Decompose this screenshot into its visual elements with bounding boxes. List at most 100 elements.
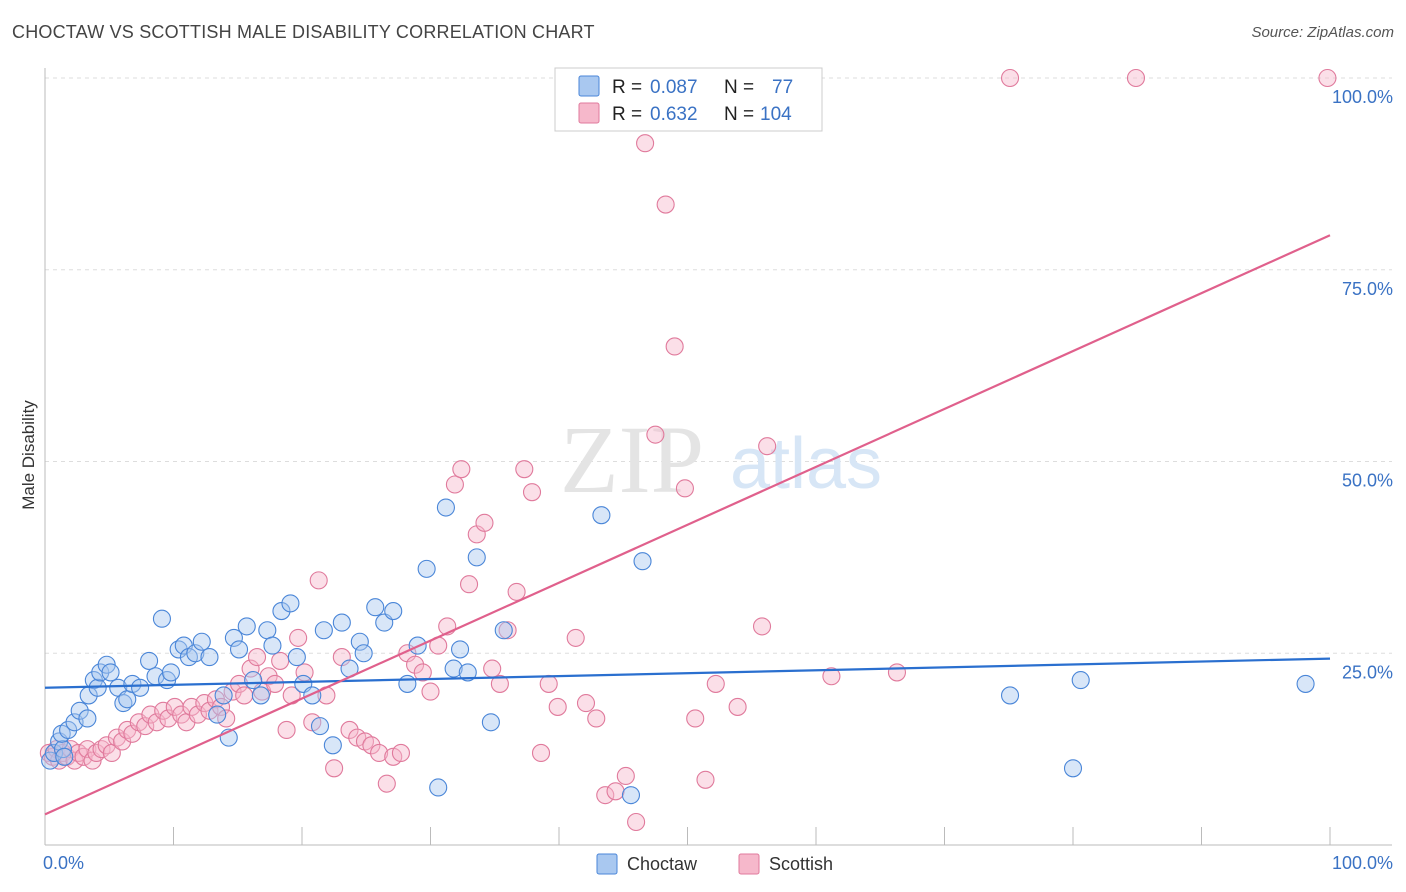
choctaw-trend-line — [44, 657, 1331, 689]
legend-n-scottish: 104 — [760, 104, 792, 125]
scottish-point — [515, 460, 534, 479]
scottish-point — [1126, 68, 1146, 88]
choctaw-point — [366, 598, 385, 617]
scottish-point — [686, 709, 705, 728]
scottish-point — [596, 786, 615, 805]
legend-label-choctaw: Choctaw — [627, 854, 698, 874]
choctaw-point — [314, 621, 333, 640]
scottish-point — [188, 705, 207, 724]
scottish-point — [452, 460, 471, 479]
scottish-point — [113, 732, 132, 751]
scottish-point — [522, 483, 542, 502]
choctaw-point — [310, 717, 330, 736]
scottish-point — [377, 774, 396, 793]
choctaw-point — [59, 720, 78, 740]
choctaw-point — [1000, 686, 1020, 705]
choctaw-point — [1071, 671, 1090, 690]
scottish-point — [665, 337, 684, 356]
scottish-point — [531, 743, 551, 763]
scottish-point — [413, 663, 432, 682]
scottish-point — [507, 582, 526, 601]
scottish-point — [616, 766, 635, 786]
chart-title: CHOCTAW VS SCOTTISH MALE DISABILITY CORR… — [12, 22, 595, 42]
scottish-point — [136, 717, 155, 736]
y-tick-label: 50.0% — [1342, 471, 1393, 491]
scottish-points — [39, 68, 1337, 832]
scottish-point — [259, 667, 278, 686]
scottish-point — [627, 812, 646, 832]
scottish-point — [675, 479, 694, 498]
legend-n-label: N = — [724, 77, 754, 98]
legend-r-choctaw: 0.087 — [650, 77, 698, 98]
scottish-point — [370, 743, 389, 763]
choctaw-point — [287, 648, 306, 667]
choctaw-point — [200, 648, 219, 667]
choctaw-point — [91, 663, 110, 682]
legend-r-label: R = — [612, 77, 642, 98]
choctaw-point — [429, 778, 448, 797]
legend-r-scottish: 0.632 — [650, 104, 698, 125]
choctaw-points — [41, 498, 1315, 805]
scottish-point — [706, 674, 725, 693]
choctaw-point — [224, 628, 243, 647]
scottish-point — [391, 743, 410, 763]
scottish-point — [606, 782, 625, 801]
choctaw-point — [398, 674, 417, 693]
scottish-point — [217, 709, 236, 728]
trend-lines — [44, 234, 1331, 816]
choctaw-point — [78, 709, 97, 728]
choctaw-point — [384, 602, 403, 621]
choctaw-point — [633, 552, 652, 571]
scottish-point — [566, 628, 585, 647]
axes — [44, 68, 1392, 846]
choctaw-point — [208, 705, 227, 724]
scottish-point — [241, 659, 260, 678]
series-legend: Choctaw Scottish — [596, 853, 833, 875]
x-tick-label: 100.0% — [1332, 853, 1393, 873]
scottish-point — [147, 713, 166, 732]
scottish-point — [728, 697, 747, 716]
choctaw-point — [186, 644, 205, 663]
legend-n-label: N = — [724, 104, 754, 125]
scottish-point — [265, 674, 285, 693]
choctaw-point — [192, 632, 211, 651]
choctaw-point — [53, 740, 73, 759]
scottish-point — [475, 513, 494, 532]
choctaw-point — [237, 617, 256, 636]
legend-swatch-scottish — [738, 853, 760, 875]
scottish-point — [752, 617, 772, 636]
scottish-point — [271, 651, 290, 670]
scottish-point — [696, 770, 715, 789]
choctaw-point — [214, 686, 233, 705]
scottish-point — [289, 628, 308, 647]
choctaw-point — [263, 636, 282, 655]
choctaw-point — [1063, 759, 1083, 778]
choctaw-point — [332, 613, 351, 632]
scottish-point — [490, 674, 509, 693]
choctaw-point — [1296, 674, 1315, 693]
choctaw-point — [592, 506, 611, 525]
legend-swatch-choctaw — [578, 75, 600, 97]
scottish-point — [548, 697, 567, 716]
scottish-point — [1000, 68, 1020, 88]
choctaw-point — [244, 671, 263, 690]
scottish-point — [636, 134, 655, 153]
scottish-point — [362, 736, 381, 755]
choctaw-point — [101, 663, 120, 682]
source-credit: Source: ZipAtlas.com — [1251, 24, 1394, 41]
y-tick-label: 100.0% — [1332, 87, 1393, 107]
choctaw-point — [417, 559, 436, 578]
y-tick-label: 75.0% — [1342, 279, 1393, 299]
scottish-point — [325, 759, 344, 778]
scottish-point — [247, 648, 267, 667]
scottish-point — [1318, 68, 1337, 88]
choctaw-point — [161, 663, 180, 682]
choctaw-point — [281, 594, 300, 613]
choctaw-point — [323, 736, 342, 755]
scottish-trend-line — [44, 234, 1331, 816]
choctaw-point — [131, 678, 150, 697]
legend-r-label: R = — [612, 104, 642, 125]
scottish-point — [309, 571, 328, 590]
scottish-point — [277, 720, 296, 740]
